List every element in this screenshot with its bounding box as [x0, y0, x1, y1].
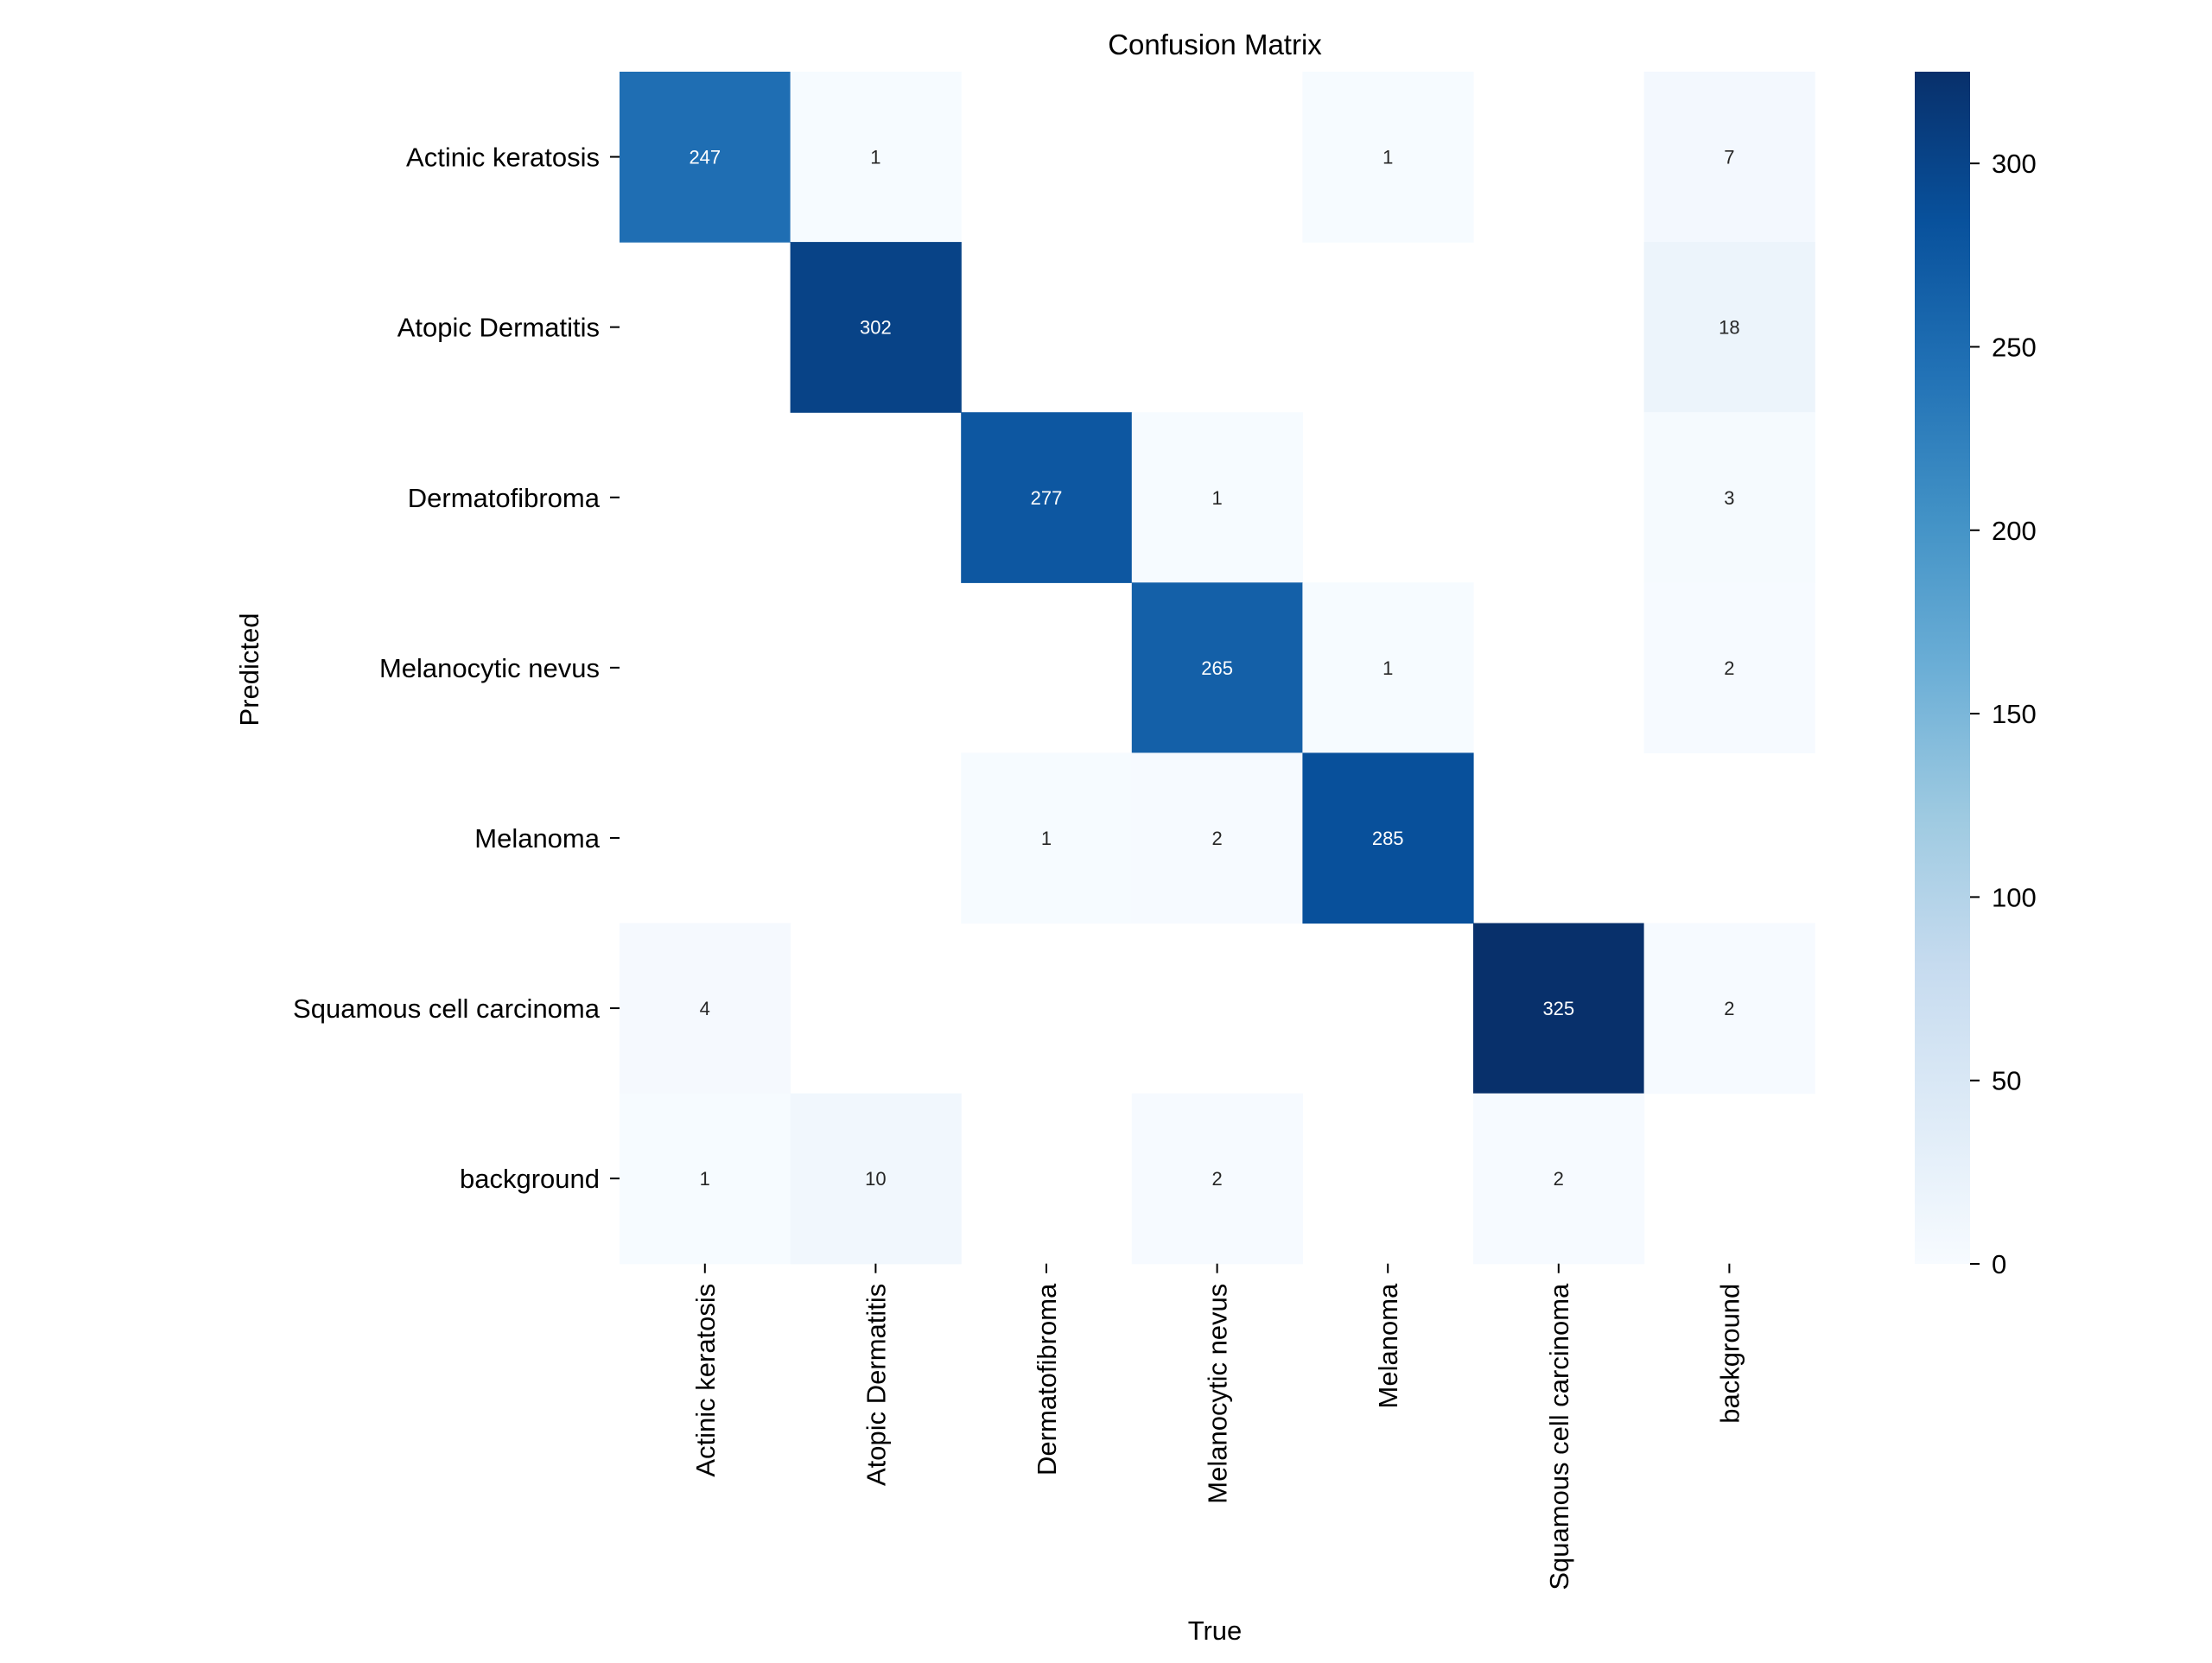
cell-value-label: 285: [1372, 828, 1404, 849]
colorbar-tick-label: 100: [1992, 882, 2037, 912]
x-tick-label: Melanoma: [1373, 1283, 1403, 1408]
cell-value-label: 1: [1382, 657, 1393, 679]
x-tick-label: Actinic keratosis: [690, 1284, 721, 1477]
y-axis-label: Predicted: [234, 613, 264, 727]
colorbar-tick-label: 150: [1992, 699, 2037, 729]
y-tick-label: Actinic keratosis: [406, 143, 600, 173]
heatmap-cell: [961, 752, 1133, 924]
cell-value-label: 7: [1724, 147, 1734, 168]
y-tick-label: Squamous cell carcinoma: [293, 993, 601, 1024]
y-tick-label: Dermatofibroma: [408, 483, 601, 513]
cell-value-label: 18: [1719, 317, 1739, 339]
heatmap-cell: [1131, 752, 1303, 924]
column-labels: Actinic keratosis Atopic Dermatitis Dermat…: [690, 1263, 1745, 1590]
cell-value-label: 2: [1724, 657, 1734, 679]
colorbar-tick-label: 250: [1992, 332, 2037, 362]
heatmap-cell: [620, 72, 791, 243]
heatmap-cell: [1131, 412, 1303, 583]
heatmap-cell: [1302, 752, 1474, 924]
cell-value-label: 1: [1041, 828, 1052, 849]
x-tick-label: Atopic Dermatitis: [861, 1284, 891, 1486]
cell-value-label: 247: [689, 147, 721, 168]
heatmap-cell: [790, 72, 962, 243]
heatmap-cell: [1131, 582, 1303, 753]
heatmap-cell: [1131, 1093, 1303, 1265]
heatmap-cell: [1643, 923, 1815, 1095]
colorbar-tick-label: 50: [1992, 1066, 2021, 1096]
colorbar-tick-label: 300: [1992, 149, 2037, 179]
colorbar-tick-label: 0: [1992, 1249, 2006, 1279]
x-tick-label: Squamous cell carcinoma: [1544, 1283, 1574, 1590]
cell-value-label: 302: [860, 317, 892, 339]
heatmap-cell: [790, 1093, 962, 1265]
colorbar-tick-label: 200: [1992, 516, 2037, 546]
y-tick-label: Atopic Dermatitis: [397, 313, 600, 343]
heatmap-cell: [790, 242, 962, 413]
cell-value-label: 1: [1382, 147, 1393, 168]
heatmap-cell: [1643, 242, 1815, 413]
cell-value-label: 2: [1724, 998, 1734, 1019]
heatmap-cell: [961, 412, 1133, 583]
cell-value-label: 325: [1542, 998, 1574, 1019]
heatmap-cell: [1302, 72, 1474, 243]
heatmap-cell: [620, 923, 791, 1095]
y-tick-label: Melanoma: [474, 823, 600, 854]
cell-value-label: 2: [1211, 1168, 1222, 1190]
y-tick-label: Melanocytic nevus: [379, 653, 600, 683]
y-tick-label: background: [460, 1164, 600, 1194]
heatmap-cells: 247 1 1 7 302 18 277 1 3 265 1 2 1 2 285 4 325 2 1 10 2 2: [620, 72, 1815, 1265]
heatmap-cell: [1473, 1093, 1645, 1265]
cell-value-label: 4: [700, 998, 710, 1019]
x-axis-label: True: [1188, 1615, 1243, 1646]
colorbar-gradient: [1915, 72, 1970, 1264]
heatmap-cell: [1302, 582, 1474, 753]
cell-value-label: 3: [1724, 487, 1734, 509]
cell-value-label: 2: [1211, 828, 1222, 849]
x-tick-label: Dermatofibroma: [1032, 1283, 1062, 1476]
heatmap-cell: [1643, 72, 1815, 243]
heatmap-cell: [620, 1093, 791, 1265]
cell-value-label: 277: [1031, 487, 1063, 509]
x-tick-label: background: [1714, 1284, 1745, 1424]
cell-value-label: 1: [1211, 487, 1222, 509]
heatmap-cell: [1643, 582, 1815, 753]
cell-value-label: 1: [700, 1168, 710, 1190]
heatmap-cell: [1473, 923, 1645, 1095]
x-tick-label: Melanocytic nevus: [1203, 1284, 1233, 1504]
row-labels: Actinic keratosis Atopic Dermatitis Dermat…: [293, 143, 620, 1194]
cell-value-label: 265: [1201, 657, 1233, 679]
chart-title: Confusion Matrix: [1108, 29, 1322, 60]
cell-value-label: 2: [1554, 1168, 1564, 1190]
cell-value-label: 10: [865, 1168, 886, 1190]
colorbar: 0 50 100 150 200 250 300: [1915, 72, 2037, 1279]
cell-value-label: 1: [870, 147, 880, 168]
heatmap-cell: [1643, 412, 1815, 583]
